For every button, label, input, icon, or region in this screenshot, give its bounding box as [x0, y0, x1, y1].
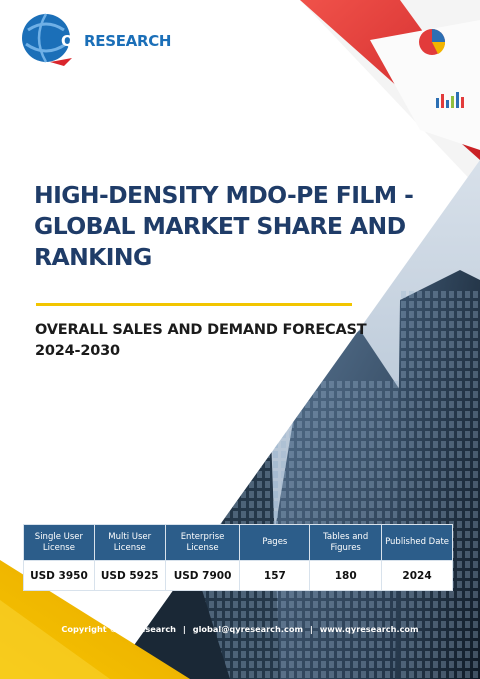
license-pricing-table: Single User License Multi User License E… — [23, 524, 453, 591]
published-year: 2024 — [381, 560, 453, 591]
corner-chart-image — [300, 0, 480, 190]
footer-contact: Copyright © QYResearch | global@qyresear… — [0, 624, 480, 634]
qyresearch-logo: QYRESEARCH — [20, 10, 171, 66]
tables-figures-count: 180 — [309, 560, 383, 591]
price-multi-user: USD 5925 — [93, 560, 166, 591]
logo-wordmark-research: RESEARCH — [84, 32, 172, 50]
table-header-row: Single User License Multi User License E… — [23, 524, 453, 561]
logo-wordmark: QYRESEARCH — [61, 32, 171, 50]
footer-copyright: Copyright © QYResearch — [61, 624, 177, 634]
table-row: USD 3950 USD 5925 USD 7900 157 180 2024 — [23, 560, 453, 591]
footer-separator: | — [309, 624, 313, 634]
footer-email-link[interactable]: global@qyresearch.com — [192, 624, 303, 634]
header-multi-user-license: Multi User License — [93, 524, 166, 561]
header-enterprise-license: Enterprise License — [164, 524, 241, 561]
price-enterprise: USD 7900 — [164, 560, 241, 591]
header-tables-and-figures: Tables and Figures — [309, 524, 383, 561]
header-single-user-license: Single User License — [23, 524, 95, 561]
footer-website-link[interactable]: www.qyresearch.com — [319, 624, 419, 634]
report-title: HIGH-DENSITY MDO-PE FILM - GLOBAL MARKET… — [34, 181, 414, 271]
header-pages: Pages — [239, 524, 311, 561]
report-subtitle: OVERALL SALES AND DEMAND FORECAST 2024-2… — [35, 322, 367, 359]
globe-icon — [22, 13, 72, 66]
price-single-user: USD 3950 — [23, 560, 95, 591]
title-divider — [36, 303, 352, 306]
header-published-date: Published Date — [381, 524, 453, 561]
page-count: 157 — [239, 560, 311, 591]
footer-separator: | — [182, 624, 186, 634]
logo-wordmark-qy: QY — [61, 32, 85, 50]
